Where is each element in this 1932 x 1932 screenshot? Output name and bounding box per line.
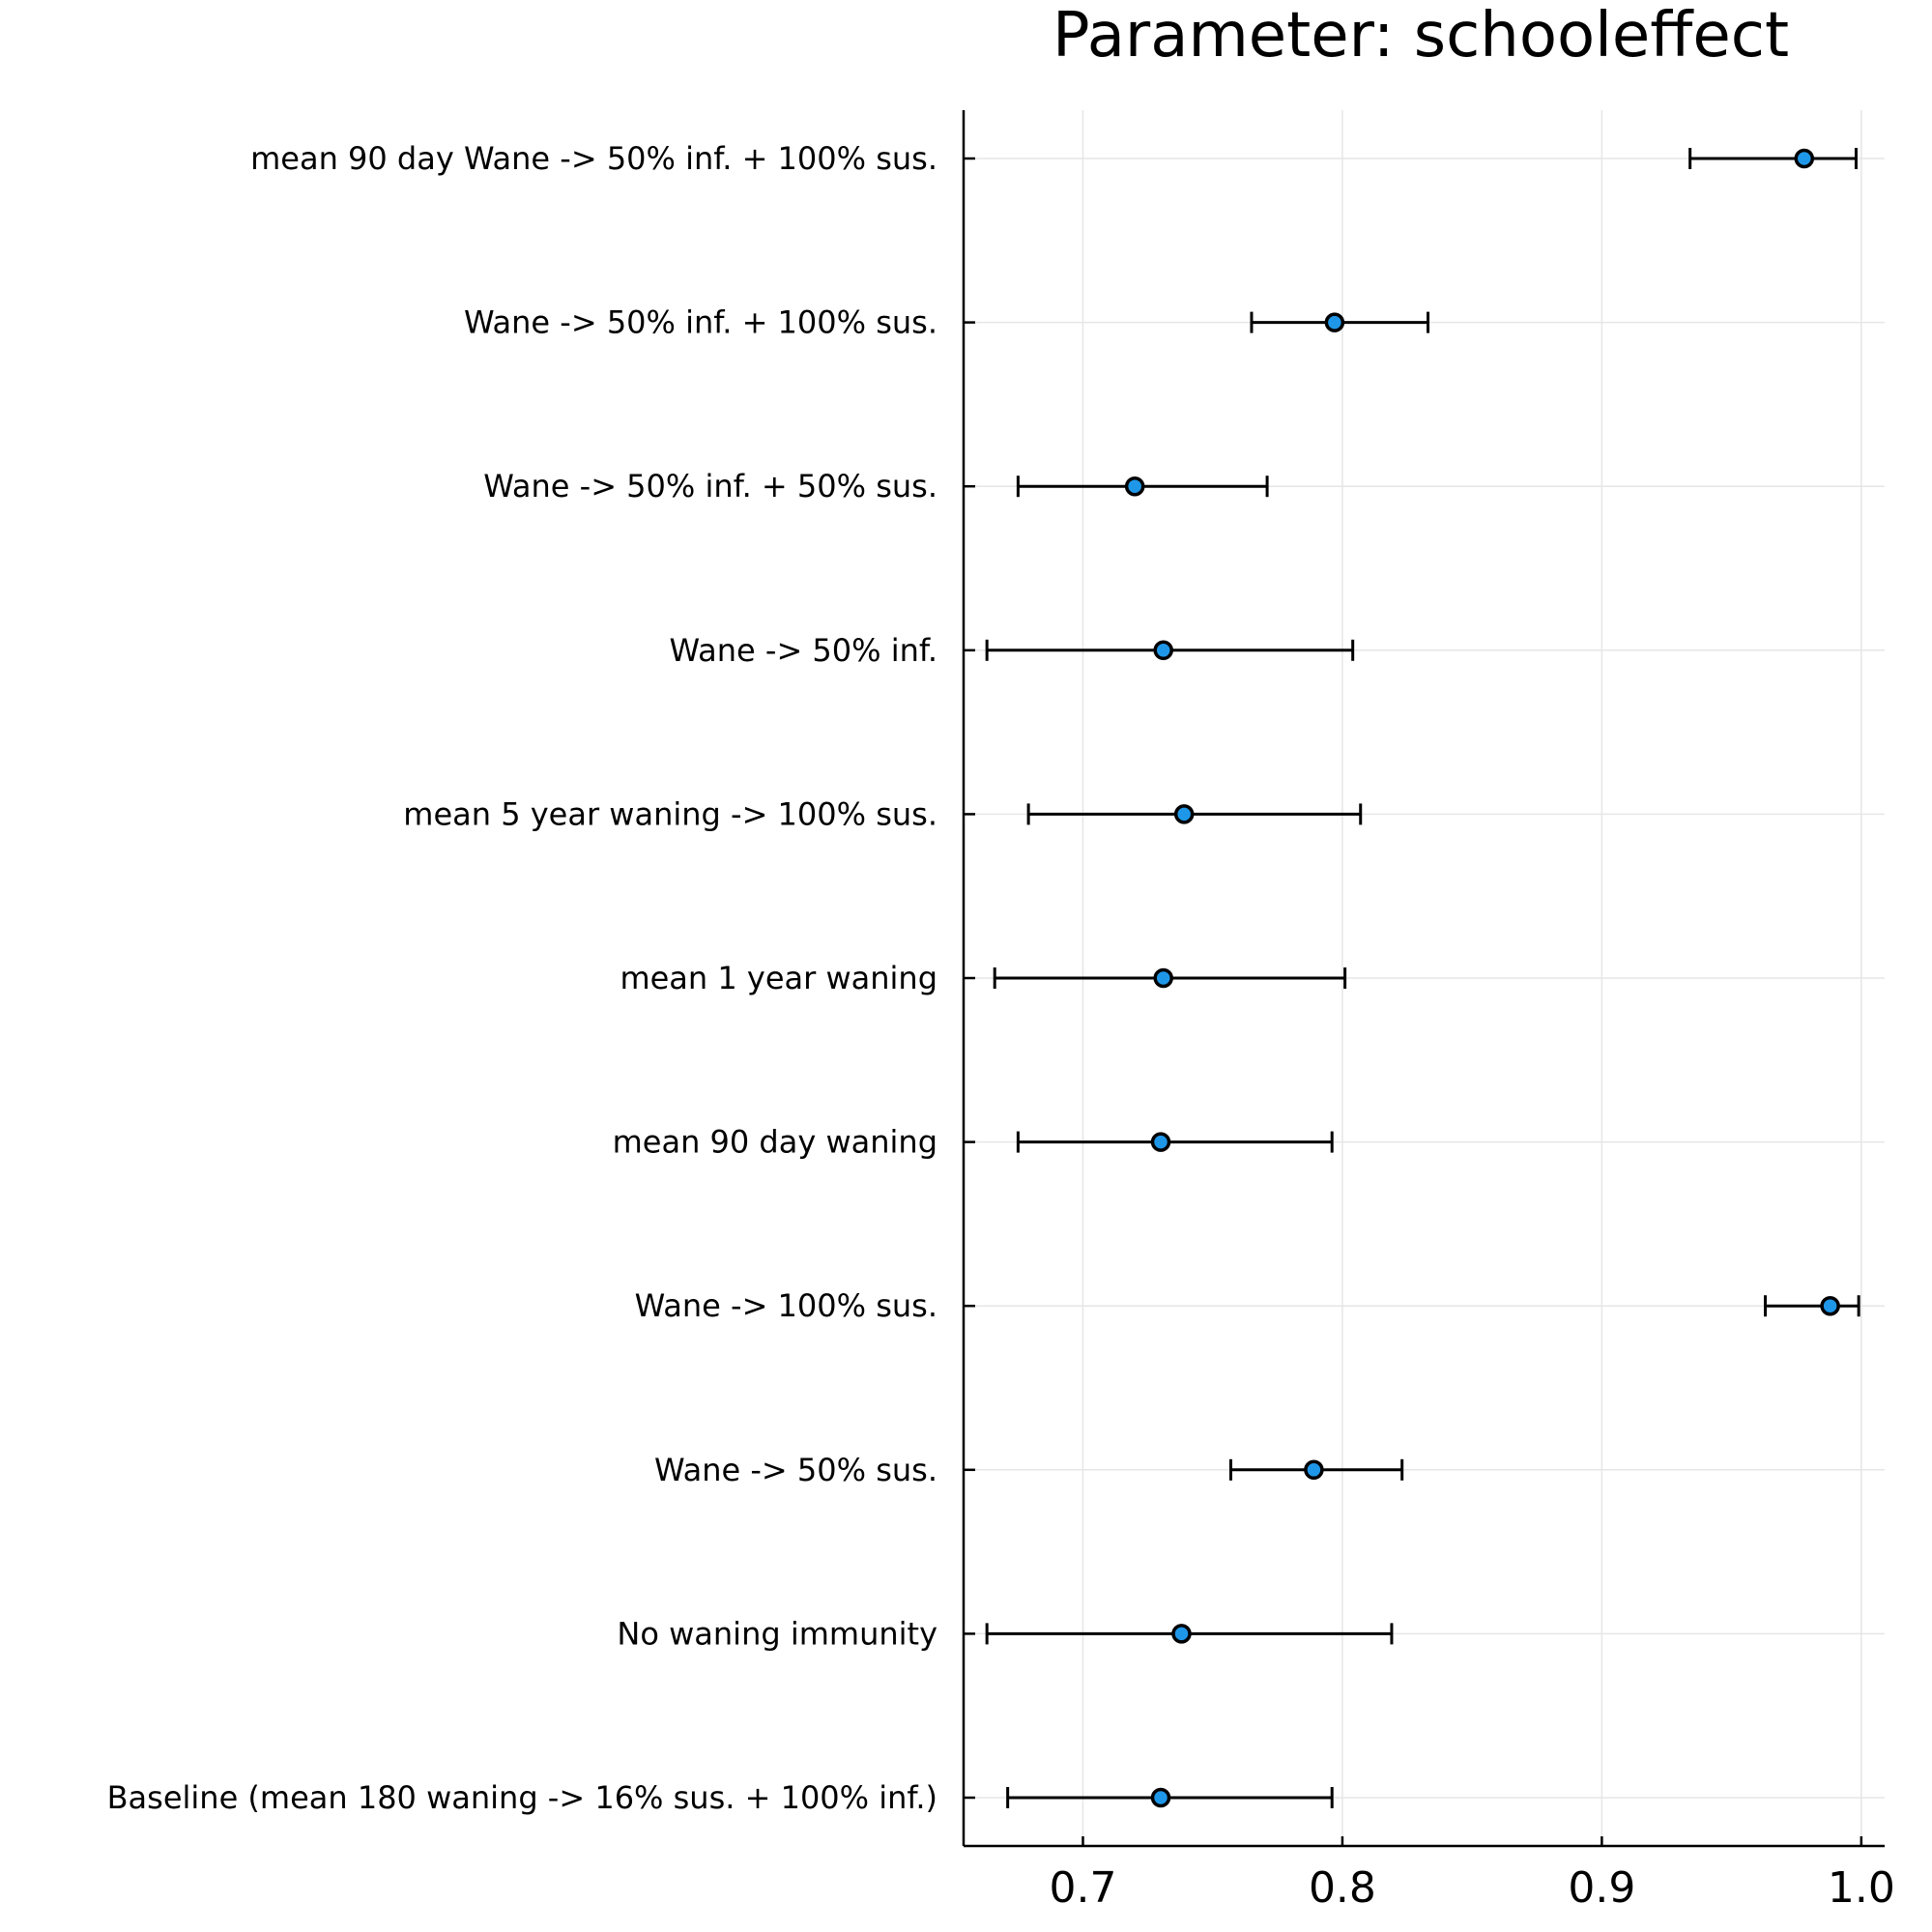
data-point	[1150, 1132, 1171, 1152]
x-tick-label: 0.7	[1049, 1863, 1116, 1913]
category-label: Wane -> 100% sus.	[635, 1287, 937, 1324]
data-point	[1820, 1295, 1840, 1316]
chart-title: Parameter: schooleffect	[1053, 0, 1789, 72]
category-label: Wane -> 50% inf. + 50% sus.	[483, 468, 937, 505]
category-label: Baseline (mean 180 waning -> 16% sus. + …	[107, 1779, 937, 1816]
tick-layer: 0.7 0.8 0.9 1.0	[964, 157, 1895, 1913]
category-label: No waning immunity	[617, 1615, 937, 1652]
data-point	[1150, 1787, 1171, 1808]
data-point	[1324, 312, 1345, 332]
category-label: Wane -> 50% sus.	[654, 1452, 937, 1488]
data-point	[1304, 1459, 1324, 1481]
data-point	[1794, 148, 1815, 169]
category-label: mean 90 day waning	[613, 1124, 937, 1161]
x-tick-label: 1.0	[1828, 1863, 1895, 1913]
category-label: mean 5 year waning -> 100% sus.	[403, 795, 937, 832]
category-label: mean 1 year waning	[620, 960, 937, 996]
category-label: Wane -> 50% inf.	[670, 632, 937, 669]
x-tick-label: 0.9	[1568, 1863, 1635, 1913]
data-point	[1173, 804, 1195, 824]
x-tick-label: 0.8	[1309, 1863, 1376, 1913]
data-point	[1153, 967, 1173, 989]
data-point	[1171, 1624, 1192, 1644]
category-label: mean 90 day Wane -> 50% inf. + 100% sus.	[250, 140, 937, 177]
category-labels: mean 90 day Wane -> 50% inf. + 100% sus.…	[107, 140, 937, 1816]
data-point	[1153, 640, 1173, 661]
category-label: Wane -> 50% inf. + 100% sus.	[464, 304, 937, 341]
data-point	[1124, 476, 1145, 497]
series-layer	[985, 148, 1860, 1808]
